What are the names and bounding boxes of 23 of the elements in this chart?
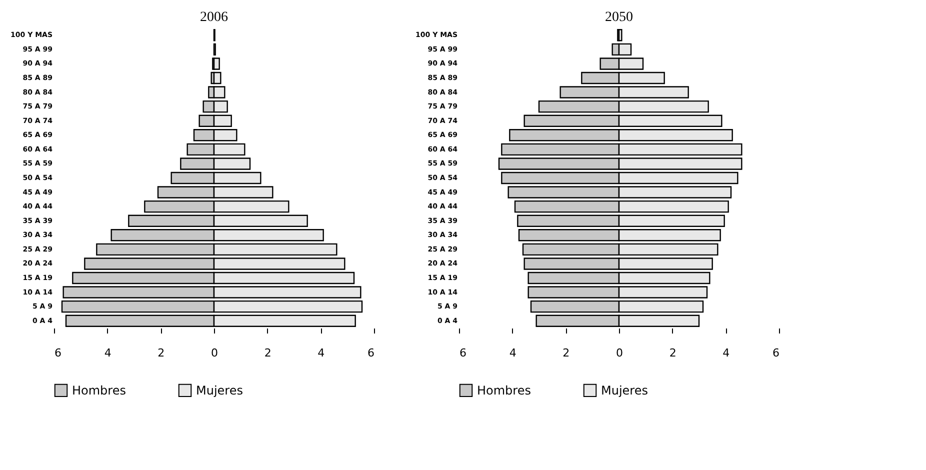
x-tick-label: 6 [368, 346, 374, 360]
x-tick-label: 2 [562, 346, 570, 360]
legend-label: Hombres [72, 383, 126, 398]
legend-label: Mujeres [196, 383, 243, 398]
x-tick-label: 2 [669, 346, 676, 360]
bar [213, 58, 220, 70]
x-tick-label: 4 [318, 346, 325, 360]
legend-label: Mujeres [601, 383, 648, 398]
x-tick-label: 4 [104, 346, 112, 360]
chart-title: 2050 [605, 10, 633, 25]
bar [618, 29, 622, 42]
x-tick-label: 6 [772, 346, 780, 360]
x-tick-label: 2 [158, 346, 165, 360]
x-tick-label: 2 [264, 346, 272, 360]
x-tick-label: 4 [722, 346, 730, 360]
x-tick-label: 4 [509, 346, 516, 360]
bar [213, 72, 222, 84]
x-tick-label: 6 [460, 346, 466, 360]
x-tick-label: 0 [616, 346, 623, 360]
x-tick-label: 0 [211, 346, 218, 360]
chart-title: 2006 [200, 10, 228, 25]
x-tick-label: 6 [54, 346, 62, 360]
legend-label: Hombres [477, 383, 531, 398]
